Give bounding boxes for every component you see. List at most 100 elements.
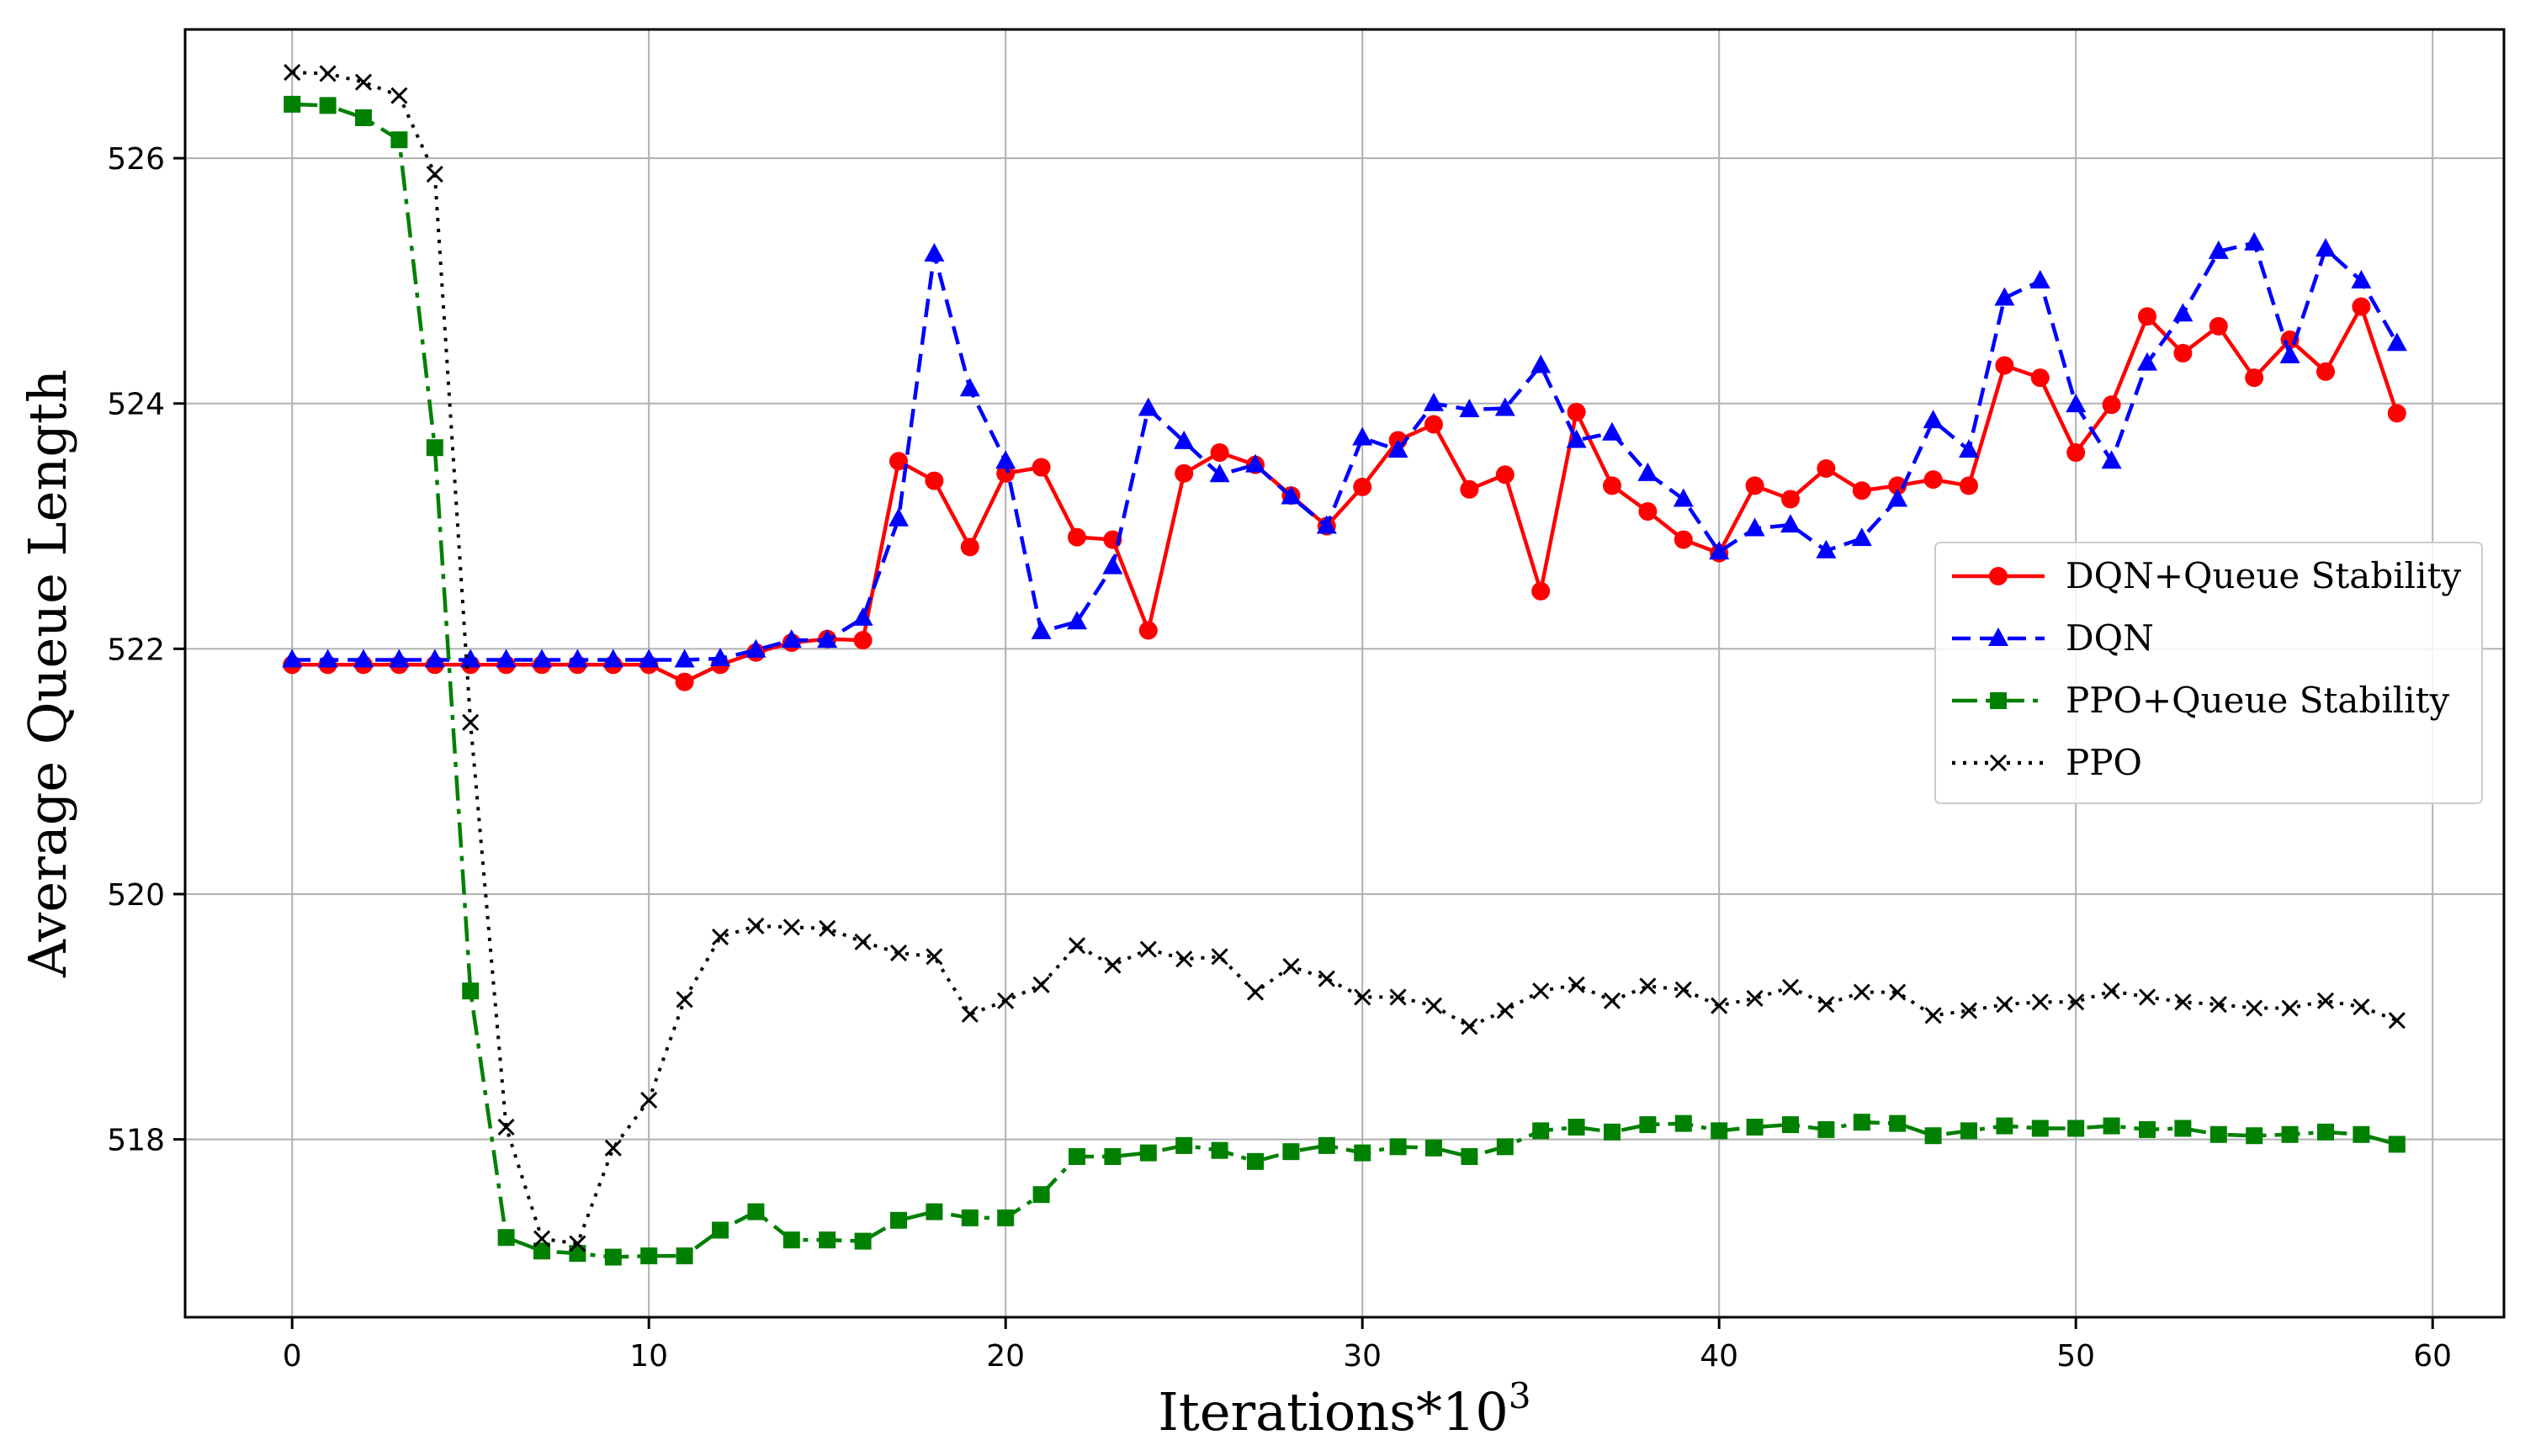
data-point xyxy=(604,1248,622,1266)
data-point xyxy=(1352,426,1373,446)
x-marker-stroke xyxy=(2209,996,2227,1014)
data-point xyxy=(1424,997,1443,1014)
data-point xyxy=(925,471,944,490)
x-marker-stroke xyxy=(1781,978,1800,996)
x-marker-stroke xyxy=(1032,976,1050,993)
data-point xyxy=(319,65,337,82)
x-tick-label: 0 xyxy=(283,1339,302,1374)
data-point xyxy=(1853,1114,1870,1131)
data-point xyxy=(390,87,408,104)
x-marker-stroke xyxy=(1389,988,1407,1006)
data-point xyxy=(2173,343,2193,363)
data-point xyxy=(1851,527,1872,547)
data-point xyxy=(2103,1117,2120,1135)
x-marker-stroke xyxy=(2353,998,2370,1016)
data-point xyxy=(1424,392,1444,411)
data-point xyxy=(1817,458,1836,478)
data-point xyxy=(1387,439,1408,458)
data-point xyxy=(782,919,800,936)
data-point xyxy=(1318,970,1335,987)
data-point xyxy=(1817,996,1835,1014)
data-point xyxy=(1924,1127,1942,1145)
data-point xyxy=(1711,1122,1728,1140)
data-point xyxy=(2386,332,2407,352)
data-point xyxy=(1032,976,1050,993)
data-point xyxy=(960,537,979,557)
x-marker-stroke xyxy=(1496,1002,1514,1019)
data-point xyxy=(1566,429,1587,448)
data-point xyxy=(284,63,301,82)
data-point xyxy=(1530,354,1552,373)
x-marker-stroke xyxy=(1996,996,2013,1014)
x-tick-label: 20 xyxy=(986,1339,1025,1374)
data-point xyxy=(853,631,873,650)
data-point xyxy=(1282,957,1300,976)
data-point xyxy=(2246,999,2263,1017)
x-marker-stroke xyxy=(2031,993,2049,1011)
data-point xyxy=(533,1242,550,1260)
y-tick-label: 518 xyxy=(107,1124,165,1158)
x-tick-label: 10 xyxy=(629,1339,668,1374)
x-marker-stroke xyxy=(1960,1002,1978,1019)
x-marker-stroke xyxy=(390,87,408,104)
data-point xyxy=(1709,541,1730,560)
data-point xyxy=(890,1211,907,1229)
data-point xyxy=(1817,1120,1835,1138)
legend-item: PPO+Queue Stability xyxy=(1952,680,2449,721)
data-point xyxy=(1425,1139,1442,1157)
data-point xyxy=(2067,993,2085,1011)
legend-label: DQN xyxy=(2066,617,2154,659)
data-point xyxy=(1996,1117,2013,1135)
data-point xyxy=(2174,1120,2192,1137)
legend-marker xyxy=(1989,754,2008,772)
x-marker-stroke xyxy=(533,1230,551,1247)
plot-series xyxy=(282,63,2407,1266)
data-point xyxy=(2316,992,2335,1009)
data-point xyxy=(2245,368,2264,388)
data-point xyxy=(1746,1118,1764,1136)
data-point xyxy=(1638,502,1658,522)
x-marker-stroke xyxy=(997,992,1015,1009)
data-point xyxy=(2101,450,2122,469)
data-point xyxy=(711,928,729,946)
x-marker-stroke xyxy=(1246,983,1265,1001)
data-point xyxy=(532,649,552,668)
legend-marker xyxy=(1988,627,2008,646)
data-point xyxy=(2246,1127,2263,1145)
data-point xyxy=(1853,983,1870,1001)
x-marker-stroke xyxy=(1424,997,1443,1014)
x-marker-stroke xyxy=(926,948,943,966)
data-point xyxy=(889,507,909,527)
x-marker-stroke xyxy=(569,1235,586,1252)
data-point xyxy=(1459,399,1480,418)
data-point xyxy=(460,649,481,668)
data-point xyxy=(1674,1115,1692,1132)
legend-label: PPO+Queue Stability xyxy=(2066,680,2449,721)
series-1 xyxy=(282,231,2407,668)
x-marker-stroke xyxy=(819,919,836,937)
x-marker-stroke xyxy=(604,1139,622,1157)
x-marker-stroke xyxy=(1889,983,1907,1001)
data-point xyxy=(782,1231,800,1249)
data-point xyxy=(2316,362,2335,381)
data-point xyxy=(781,629,802,649)
data-point xyxy=(1852,481,1871,500)
y-tick-label: 526 xyxy=(107,142,165,177)
data-point xyxy=(1889,983,1907,1001)
data-point xyxy=(496,649,517,668)
data-point xyxy=(1389,988,1407,1006)
x-tick-label: 50 xyxy=(2056,1339,2095,1374)
data-point xyxy=(1246,983,1265,1001)
legend-item: PPO xyxy=(1952,742,2142,783)
data-point xyxy=(1744,517,1765,537)
data-point xyxy=(1996,996,2013,1014)
x-marker-stroke xyxy=(2174,993,2192,1011)
data-point xyxy=(1247,1152,1264,1170)
data-point xyxy=(2137,352,2157,371)
x-marker-stroke xyxy=(1989,754,2008,772)
data-point xyxy=(426,165,443,183)
x-marker-stroke xyxy=(676,991,693,1009)
x-marker-stroke xyxy=(1639,977,1657,995)
data-point xyxy=(1281,485,1302,505)
data-point xyxy=(2031,1120,2049,1137)
